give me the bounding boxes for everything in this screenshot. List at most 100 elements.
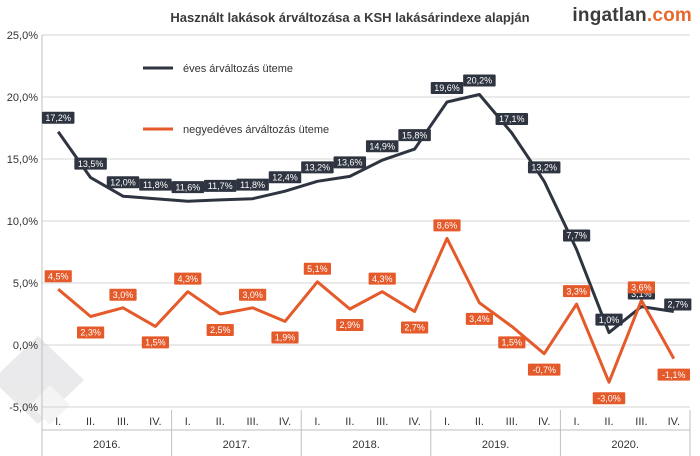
x-tick-label: I. <box>314 416 320 428</box>
data-label: 14,9% <box>369 141 395 151</box>
x-tick-label: IV. <box>279 416 291 428</box>
data-label: 2,7% <box>404 323 425 333</box>
data-label: 11,8% <box>143 180 168 190</box>
data-label: 3,4% <box>469 314 490 324</box>
data-label-box <box>239 288 267 301</box>
y-tick-label: 0,0% <box>13 340 38 352</box>
data-label-box <box>301 161 334 174</box>
data-label-box <box>141 336 169 349</box>
data-label-box <box>41 111 75 124</box>
data-label-box <box>171 181 205 194</box>
data-label: 11,8% <box>240 180 265 190</box>
data-label: 13,5% <box>78 159 104 169</box>
data-label-box <box>44 270 72 283</box>
data-label-box <box>664 298 692 311</box>
data-label-box <box>106 176 140 189</box>
data-label-box <box>563 229 591 242</box>
data-label-box <box>592 392 626 405</box>
data-label: 3,1% <box>631 289 652 299</box>
data-label: 20,2% <box>467 76 493 86</box>
data-label: 1,5% <box>145 338 166 348</box>
x-tick-label: III. <box>246 416 258 428</box>
data-label-box <box>336 319 364 332</box>
data-label: 1,9% <box>275 333 296 343</box>
brand-suffix: .com <box>646 5 692 26</box>
data-label: 2,7% <box>668 300 689 310</box>
data-label: 1,0% <box>599 315 620 325</box>
x-tick-label: II. <box>345 416 354 428</box>
y-tick-label: 25,0% <box>7 30 38 42</box>
data-label-box <box>657 368 691 381</box>
brand-name: ingatlan <box>572 5 647 26</box>
data-label: 3,0% <box>242 290 263 300</box>
data-label-box <box>595 313 623 326</box>
data-label: 7,7% <box>566 231 587 241</box>
data-label-box <box>398 129 431 142</box>
data-label: 13,2% <box>305 163 331 173</box>
data-label: 2,9% <box>340 320 361 330</box>
x-group-label: 2019. <box>482 439 510 451</box>
x-group-label: 2018. <box>352 439 380 451</box>
brand-logo: ingatlan.com <box>572 5 692 27</box>
data-label: 13,2% <box>531 163 557 173</box>
data-label: -1,1% <box>662 370 686 380</box>
x-tick-label: III. <box>376 416 388 428</box>
data-label: 19,6% <box>434 83 460 93</box>
x-tick-label: II. <box>86 416 95 428</box>
x-tick-label: IV. <box>538 416 550 428</box>
x-tick-label: I. <box>444 416 450 428</box>
x-tick-label: III. <box>506 416 518 428</box>
data-label: -3,0% <box>597 393 621 403</box>
data-label: 12,0% <box>110 177 136 187</box>
series-line <box>57 236 676 384</box>
x-tick-label: I. <box>574 416 580 428</box>
data-label: 11,7% <box>208 181 233 191</box>
data-label-box <box>465 312 493 325</box>
data-label-box <box>206 324 234 336</box>
data-label: 4,3% <box>178 274 199 284</box>
data-label-box <box>109 288 137 301</box>
data-label: 1,5% <box>502 338 523 348</box>
data-label-box <box>433 219 461 232</box>
x-group-label: 2016. <box>93 439 121 451</box>
x-tick-label: III. <box>635 416 647 428</box>
data-label-box <box>333 156 367 169</box>
data-label: 17,2% <box>45 113 71 123</box>
data-label: 2,5% <box>210 325 231 335</box>
x-tick-label: II. <box>475 416 484 428</box>
data-label: 4,3% <box>372 274 393 284</box>
y-tick-label: 15,0% <box>7 154 38 166</box>
chart-title: Használt lakások árváltozása a KSH lakás… <box>170 10 530 25</box>
data-label-box <box>203 179 237 192</box>
data-label-box <box>627 281 655 294</box>
data-label: 3,3% <box>566 286 587 296</box>
data-label-box <box>139 178 172 191</box>
legend-label: negyedéves árváltozás üteme <box>183 124 329 136</box>
data-label-box <box>268 171 302 184</box>
data-label: 13,6% <box>337 158 363 168</box>
x-tick-label: IV. <box>408 416 420 428</box>
data-label-box <box>401 321 429 334</box>
y-tick-label: 5,0% <box>13 278 38 290</box>
x-group-label: 2017. <box>223 439 251 451</box>
data-label: -0,7% <box>532 365 556 375</box>
data-label: 3,6% <box>631 283 652 293</box>
data-label-box <box>271 331 299 344</box>
data-label-box <box>495 112 529 125</box>
x-tick-label: III. <box>117 416 129 428</box>
data-label: 5,1% <box>307 264 328 274</box>
x-tick-label: IV. <box>149 416 161 428</box>
data-label-box <box>498 336 526 349</box>
data-label: 2,3% <box>80 328 101 338</box>
x-group-label: 2020. <box>611 439 639 451</box>
x-tick-label: II. <box>604 416 613 428</box>
x-tick-label: I. <box>55 416 61 428</box>
data-label: 3,0% <box>113 290 134 300</box>
data-label-box <box>368 272 396 285</box>
x-tick-label: II. <box>216 416 225 428</box>
legend-label: éves árváltozás üteme <box>183 63 293 75</box>
data-label-box <box>463 74 496 87</box>
y-tick-label: 10,0% <box>7 216 38 228</box>
data-label-box <box>527 161 561 174</box>
